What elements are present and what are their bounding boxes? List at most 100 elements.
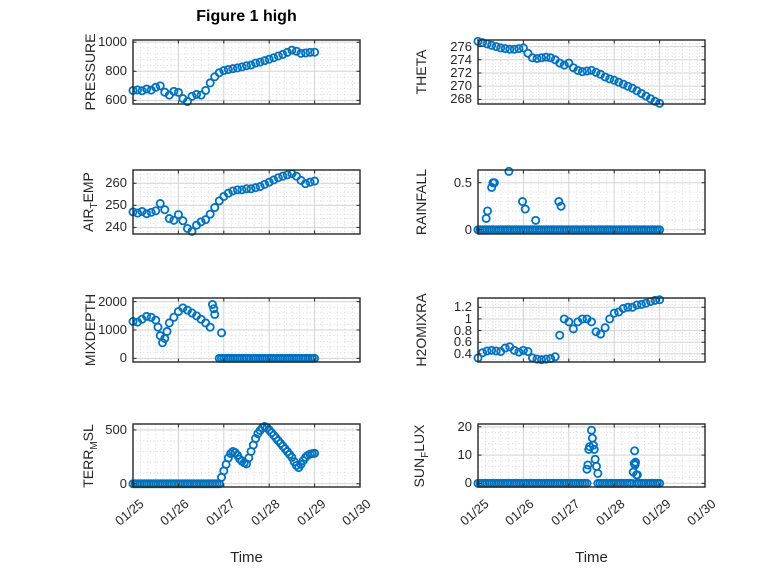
data-marker <box>523 347 533 357</box>
x-tick-label: 01/25 <box>457 496 492 529</box>
data-marker <box>205 78 215 88</box>
data-series-sun-flux <box>632 478 665 488</box>
data-marker <box>478 38 488 48</box>
data-marker <box>291 460 301 470</box>
data-marker <box>187 91 197 101</box>
data-marker <box>532 53 542 63</box>
data-marker <box>264 54 274 64</box>
data-marker <box>583 460 593 470</box>
data-marker <box>556 201 566 211</box>
y-tick-label-h2omixra: 0.6 <box>453 334 472 350</box>
data-marker <box>650 96 660 106</box>
data-marker <box>600 72 610 82</box>
data-marker <box>201 215 211 225</box>
data-marker <box>305 47 315 57</box>
data-marker <box>537 355 547 365</box>
data-marker <box>251 58 261 68</box>
y-tick-label-mixdepth: 0 <box>119 350 127 366</box>
data-marker <box>573 65 583 75</box>
data-marker <box>632 300 642 310</box>
x-tick-label: 01/26 <box>502 496 538 529</box>
data-marker <box>591 67 601 77</box>
y-tick-label-pressure: 800 <box>105 63 127 79</box>
data-marker <box>169 215 179 225</box>
plot-area-theta <box>473 36 706 108</box>
y-tick-label-theta: 274 <box>450 51 472 67</box>
data-marker <box>509 345 519 355</box>
y-tick-label-air-temp: 250 <box>105 197 127 213</box>
data-marker <box>255 182 265 192</box>
data-marker <box>504 166 514 176</box>
data-marker <box>232 185 242 195</box>
data-marker <box>555 330 565 340</box>
data-series-terr-msl <box>217 421 320 482</box>
data-marker <box>178 303 188 313</box>
data-marker <box>173 210 183 220</box>
minor-gridlines <box>478 170 705 234</box>
data-marker <box>630 446 640 456</box>
data-marker <box>137 86 147 96</box>
data-marker <box>618 303 628 313</box>
data-marker <box>500 44 510 54</box>
data-marker <box>310 47 320 57</box>
y-axis-label-air-temp: AIRTEMP <box>80 172 100 232</box>
data-marker <box>587 317 597 327</box>
data-marker <box>155 199 165 209</box>
plot-area-rainfall <box>473 166 706 235</box>
data-marker <box>577 67 587 77</box>
x-tick-label: 01/26 <box>157 496 193 529</box>
y-tick-label-air-temp: 260 <box>105 175 127 191</box>
tick-marks <box>477 298 706 362</box>
data-marker <box>564 317 574 327</box>
data-marker <box>260 56 270 66</box>
data-marker <box>133 85 143 95</box>
data-marker <box>577 314 587 324</box>
x-tick-label: 01/27 <box>547 496 583 529</box>
data-marker <box>219 66 229 76</box>
plot-area-terr-msl <box>128 421 361 489</box>
figure-title: Figure 1 high <box>196 8 297 25</box>
data-marker <box>589 444 599 454</box>
plot-area-h2omixra <box>473 295 706 365</box>
y-tick-label-sun-flux: 0 <box>464 475 472 491</box>
major-gridlines <box>133 40 360 104</box>
y-tick-label-h2omixra: 1.2 <box>453 299 472 315</box>
major-gridlines <box>133 170 360 234</box>
y-tick-label-h2omixra: 1 <box>464 310 472 326</box>
data-marker <box>518 345 528 355</box>
data-marker <box>655 295 665 305</box>
plot-area-sun-flux <box>473 423 706 488</box>
data-series-sun-flux <box>582 425 603 478</box>
data-marker <box>650 295 660 305</box>
data-marker <box>487 40 497 50</box>
data-marker <box>209 304 219 314</box>
tick-marks <box>132 170 361 234</box>
y-tick-label-theta: 270 <box>450 78 472 94</box>
data-marker <box>217 328 227 338</box>
data-marker <box>214 68 224 78</box>
data-marker <box>609 308 619 318</box>
data-marker <box>162 326 172 336</box>
data-marker <box>169 312 179 322</box>
major-gridlines <box>133 298 360 362</box>
x-tick-label: 01/28 <box>248 496 283 529</box>
data-marker <box>214 196 224 206</box>
tick-marks <box>477 40 706 104</box>
data-marker <box>282 170 292 180</box>
axes-box <box>477 169 706 235</box>
x-tick-label: 01/27 <box>202 496 238 529</box>
tick-marks <box>132 40 361 104</box>
y-tick-label-theta: 268 <box>450 91 472 107</box>
data-marker <box>255 57 265 67</box>
data-marker <box>623 302 633 312</box>
data-marker <box>273 173 283 183</box>
data-marker <box>593 468 603 478</box>
data-marker <box>489 178 499 188</box>
tick-marks <box>132 424 361 487</box>
data-marker <box>242 61 252 71</box>
data-marker <box>623 81 633 91</box>
data-marker <box>251 183 261 193</box>
data-marker <box>518 43 528 53</box>
data-marker <box>550 352 560 362</box>
data-marker <box>251 434 261 444</box>
